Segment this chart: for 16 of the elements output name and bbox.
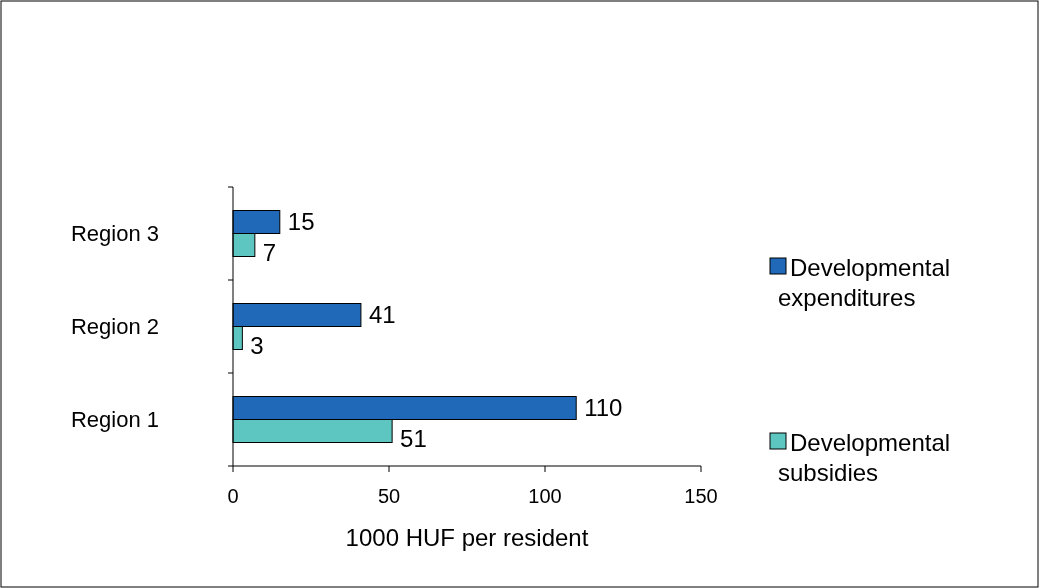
y-tick-label: Region 1 [70,407,160,433]
data-label: 15 [287,208,315,236]
legend-label: Developmental expenditures [778,254,951,312]
x-axis-title: 1000 HUF per resident [345,524,589,552]
x-tick-label: 100 [528,485,562,507]
data-label: 3 [250,332,264,360]
x-tick-label: 0 [227,485,239,507]
y-tick-label: Region 3 [70,221,160,247]
data-label: 110 [584,394,623,422]
x-tick-label: 150 [684,485,718,507]
data-label: 41 [368,301,396,329]
data-label: 51 [400,425,427,453]
y-tick-label: Region 2 [70,314,160,340]
x-tick-label: 50 [377,485,401,507]
data-label: 7 [262,239,277,267]
legend-label: Developmental subsidies [778,429,951,487]
